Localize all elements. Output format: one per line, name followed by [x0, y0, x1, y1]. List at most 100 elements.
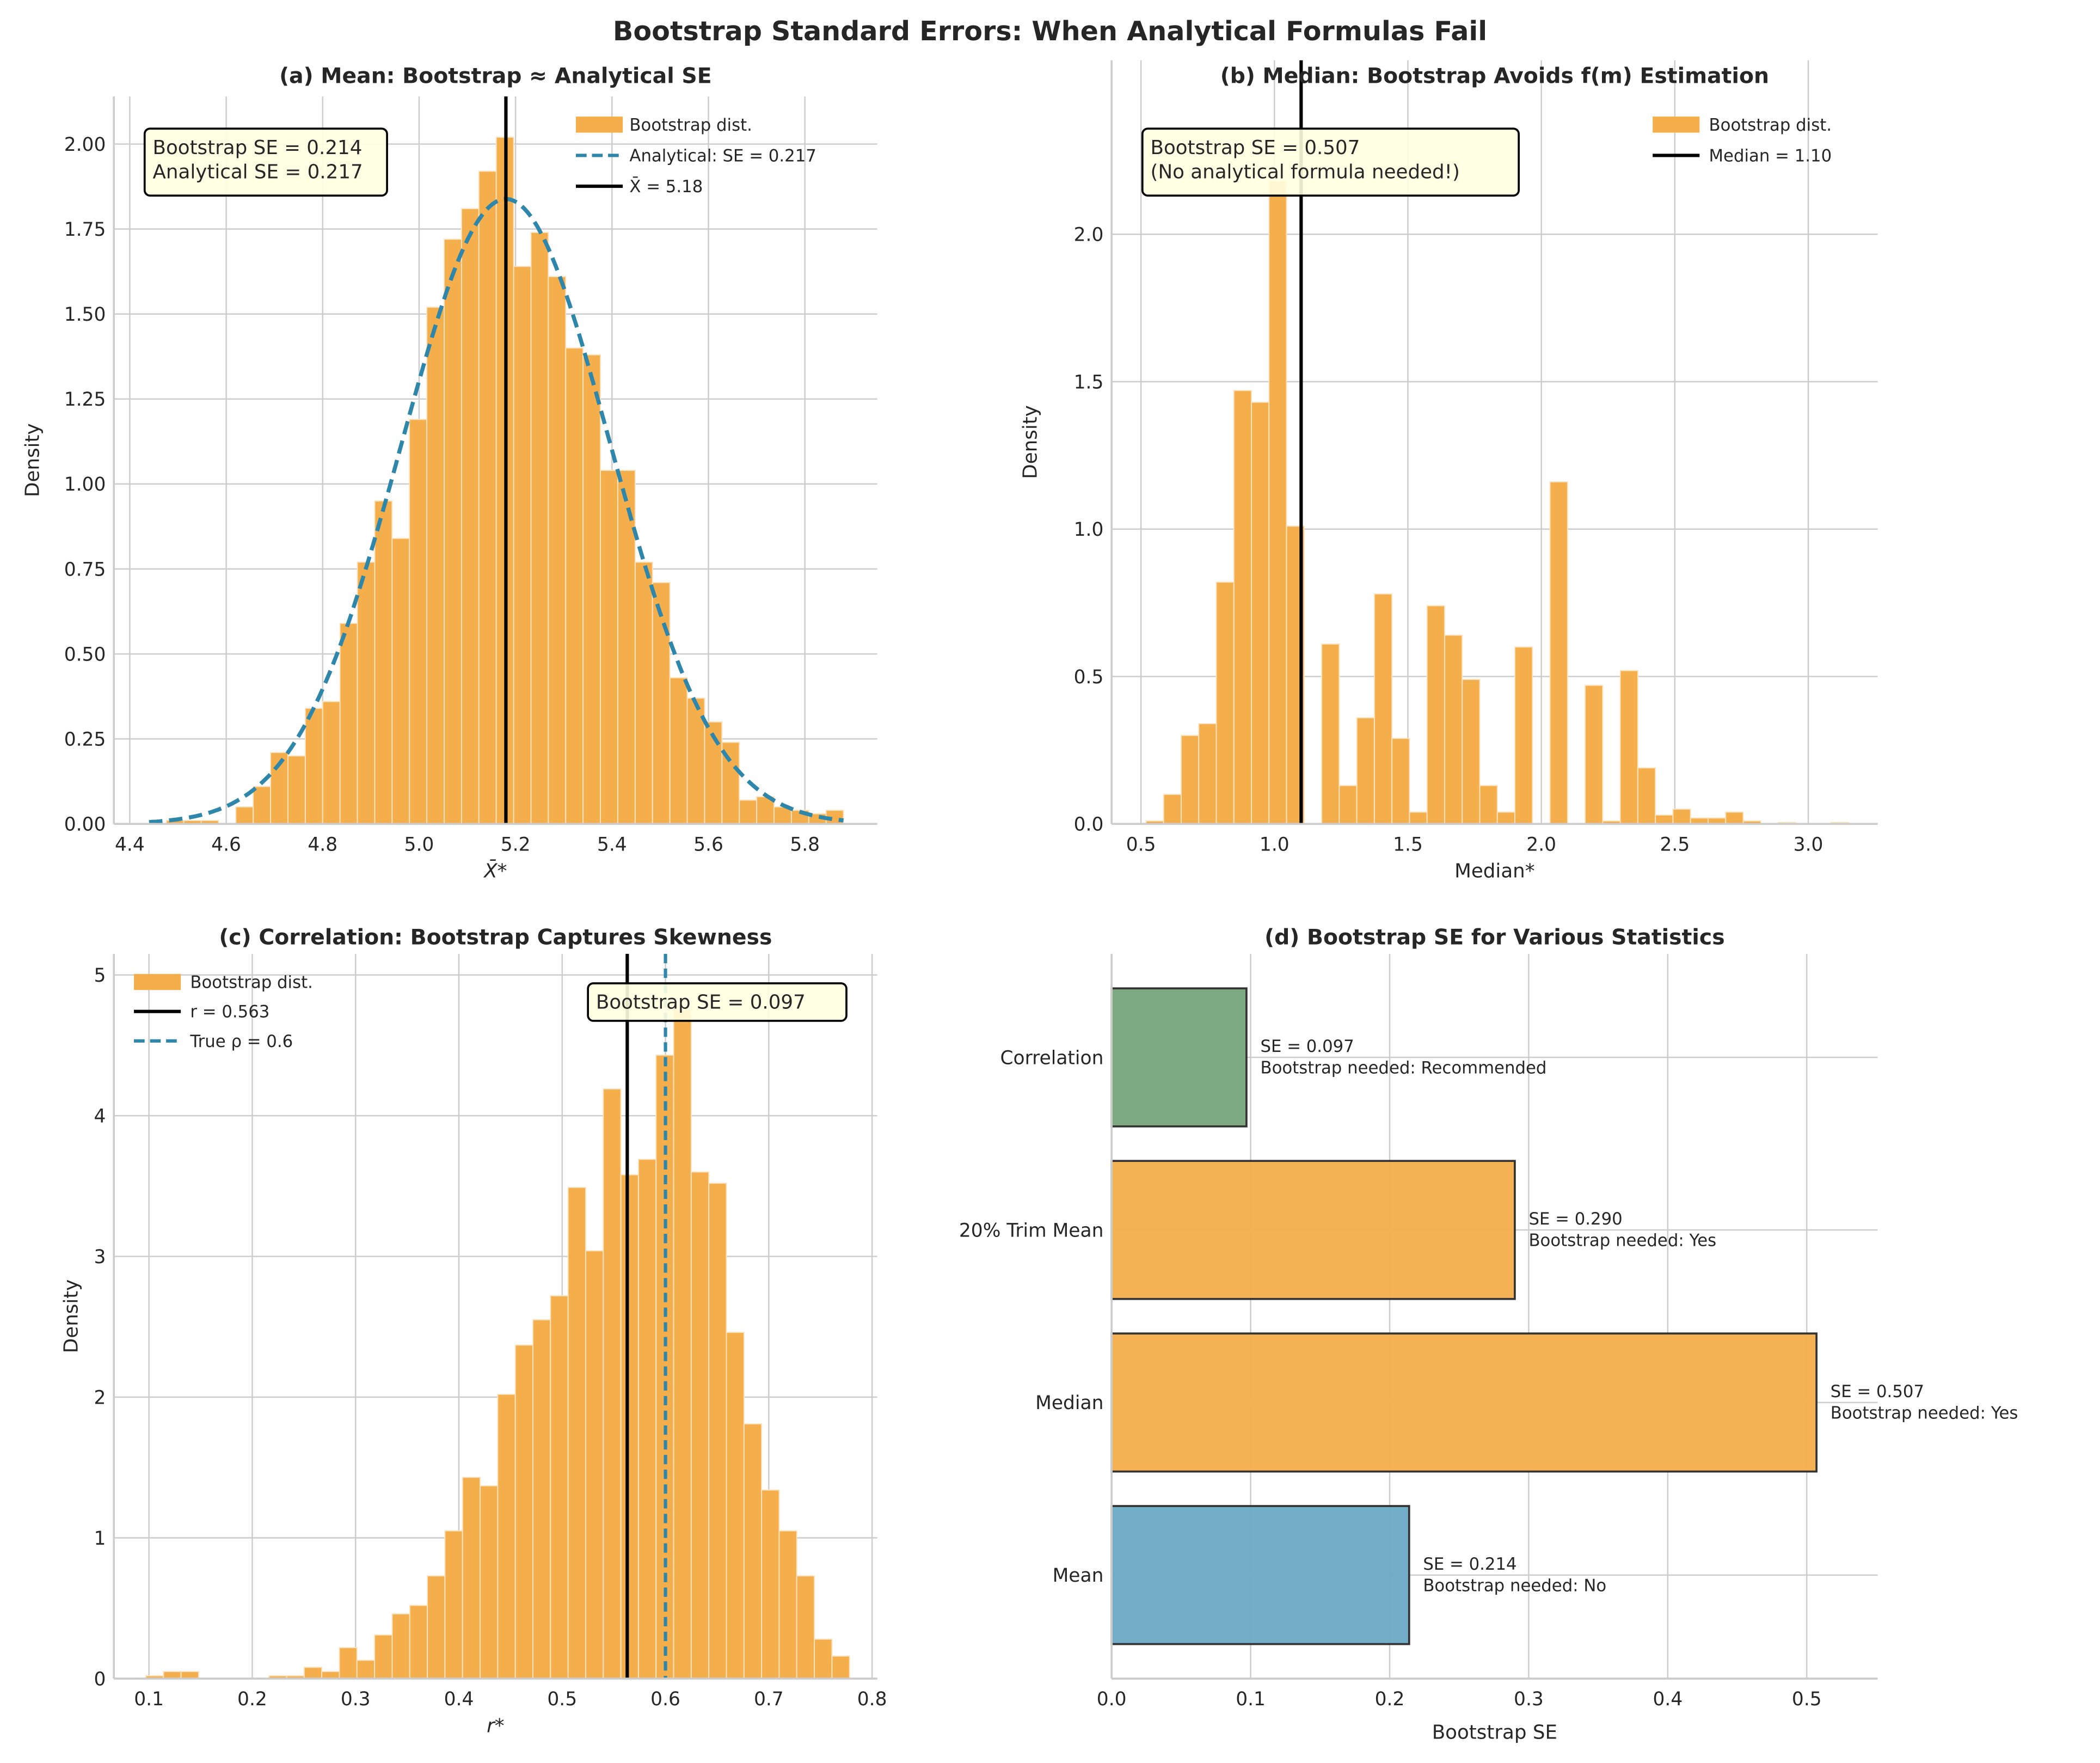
histogram-bar — [1268, 180, 1287, 825]
x-tick-label: 0.2 — [1375, 1688, 1405, 1710]
histogram-bar — [778, 1530, 797, 1679]
annotation-text: (No analytical formula needed!) — [1151, 161, 1460, 183]
histogram-bar — [235, 806, 254, 825]
category-label: Median — [1035, 1392, 1103, 1414]
annotation-frame — [587, 982, 848, 1022]
x-tick-label: 5.2 — [501, 834, 531, 855]
legend-label: r = 0.563 — [190, 1002, 269, 1022]
x-tick-label: 5.6 — [693, 834, 723, 855]
histogram-bar — [1251, 401, 1270, 825]
histogram-bar — [356, 1660, 376, 1679]
bar-value-label: SE = 0.290 — [1528, 1209, 1622, 1229]
se-bar-median — [1110, 1332, 1818, 1473]
histogram-bar — [565, 347, 584, 825]
x-tick-label: 0.6 — [650, 1688, 680, 1710]
x-axis-label: X̄* — [483, 859, 507, 882]
annotation-text: Bootstrap SE = 0.097 — [596, 991, 806, 1014]
x-tick-label: 0.5 — [547, 1688, 577, 1710]
histogram-bar — [708, 1183, 727, 1679]
histogram-bar — [163, 1671, 182, 1679]
histogram-bar — [462, 1477, 481, 1679]
annotation-box: Bootstrap SE = 0.097 — [587, 982, 848, 1022]
histogram-bar — [673, 1009, 692, 1679]
y-tick-label: 1.75 — [64, 219, 106, 241]
x-tick-label: 0.1 — [134, 1688, 164, 1710]
bar-value-label: SE = 0.097 — [1260, 1037, 1354, 1056]
x-tick-label: 0.3 — [341, 1688, 371, 1710]
histogram-bar — [814, 1638, 833, 1679]
se-bar-correlation — [1110, 987, 1248, 1128]
histogram-bar — [1514, 646, 1533, 825]
legend-patch — [575, 117, 623, 133]
legend-label: Bootstrap dist. — [629, 115, 752, 135]
histogram-bar — [585, 1250, 604, 1679]
panel-d: 0.0 0.1 0.2 0.3 0.4 0.5 Mean Median 20% Trim Mea… — [959, 925, 2018, 1744]
y-tick-label: 0 — [94, 1668, 106, 1690]
x-tick-label: 4.6 — [211, 834, 241, 855]
histogram-bar — [637, 1159, 657, 1679]
analytical-normal-curve — [149, 197, 844, 824]
histogram-bar — [1180, 734, 1200, 825]
histogram-bar — [1163, 794, 1182, 825]
y-tick-label: 0.50 — [64, 644, 106, 665]
histogram-bar — [391, 1613, 410, 1679]
legend: Bootstrap dist. Median = 1.10 — [1653, 115, 1832, 166]
annotation-text: Bootstrap SE = 0.507 — [1151, 137, 1360, 159]
histogram-bar — [1373, 593, 1393, 825]
histogram-bar — [1496, 811, 1516, 825]
histogram-bar — [530, 231, 549, 825]
legend-patch — [134, 974, 181, 990]
histogram-bar — [831, 1655, 850, 1679]
histogram-bar — [1549, 481, 1568, 825]
histogram-bar — [304, 707, 323, 825]
histogram-bar — [652, 581, 671, 825]
x-tick-label: 0.4 — [1653, 1688, 1683, 1710]
se-bar-mean — [1110, 1505, 1410, 1645]
y-axis-label: Density — [1019, 405, 1041, 479]
panel-title: (a) Mean: Bootstrap ≈ Analytical SE — [279, 64, 712, 89]
histogram-bar — [620, 1174, 639, 1679]
annotation-frame — [143, 127, 388, 197]
histogram-bar — [287, 755, 306, 825]
bar-value-label: Bootstrap needed: Yes — [1831, 1403, 2018, 1423]
x-axis-label: r* — [487, 1715, 505, 1737]
x-tick-label: 0.0 — [1097, 1688, 1127, 1710]
histogram-bar — [617, 469, 636, 825]
x-tick-label: 0.5 — [1126, 834, 1156, 855]
histogram-bar — [582, 354, 601, 825]
histogram-bar — [739, 799, 758, 825]
y-tick-label: 1 — [94, 1528, 106, 1550]
legend-label: Analytical: SE = 0.217 — [629, 146, 816, 166]
bar-value-label: Bootstrap needed: Yes — [1528, 1231, 1716, 1250]
legend-label: True ρ = 0.6 — [189, 1032, 293, 1051]
y-tick-label: 0.0 — [1074, 814, 1104, 836]
legend: Bootstrap dist. Analytical: SE = 0.217 X̄ … — [575, 115, 816, 197]
y-tick-label: 4 — [94, 1105, 106, 1127]
x-tick-label: 4.8 — [308, 834, 337, 855]
histogram-bar — [1619, 670, 1638, 825]
legend-label: Median = 1.10 — [1709, 146, 1832, 166]
histogram-bar — [550, 1295, 569, 1679]
histogram-bar — [634, 561, 653, 825]
category-label: 20% Trim Mean — [959, 1220, 1104, 1241]
x-tick-label: 0.2 — [237, 1688, 267, 1710]
y-tick-label: 1.50 — [64, 304, 106, 326]
y-tick-label: 0.25 — [64, 729, 106, 750]
x-tick-label: 0.5 — [1792, 1688, 1822, 1710]
bar-value-label: SE = 0.214 — [1423, 1554, 1516, 1574]
histogram-bar — [1409, 811, 1428, 825]
histogram-bar — [690, 1171, 710, 1679]
y-tick-label: 0.5 — [1074, 666, 1104, 688]
x-tick-label: 0.1 — [1236, 1688, 1266, 1710]
histogram-bar — [743, 1423, 763, 1679]
y-tick-label: 3 — [94, 1246, 106, 1268]
y-tick-label: 1.25 — [64, 389, 106, 411]
legend-label: Bootstrap dist. — [190, 973, 313, 993]
histogram-bar — [721, 742, 740, 825]
histogram-bar — [603, 1088, 622, 1679]
histogram-bar — [303, 1667, 323, 1679]
bar-value-label: SE = 0.507 — [1831, 1382, 1924, 1401]
legend-patch — [1653, 117, 1700, 133]
